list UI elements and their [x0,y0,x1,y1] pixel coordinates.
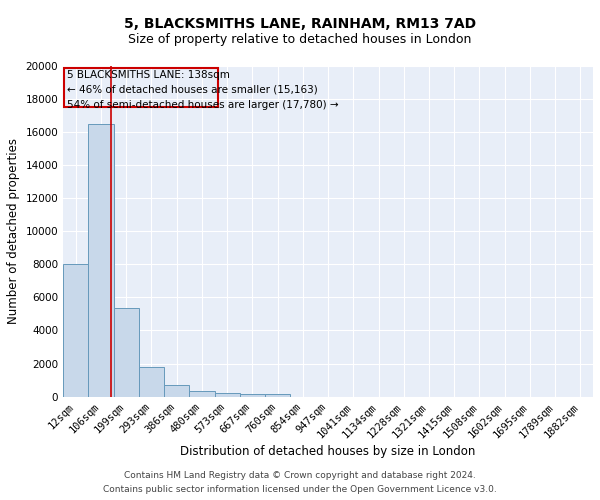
Y-axis label: Number of detached properties: Number of detached properties [7,138,20,324]
Bar [139,366,164,396]
Text: 5, BLACKSMITHS LANE, RAINHAM, RM13 7AD: 5, BLACKSMITHS LANE, RAINHAM, RM13 7AD [124,18,476,32]
Bar [189,390,215,396]
X-axis label: Distribution of detached houses by size in London: Distribution of detached houses by size … [181,445,476,458]
Bar [64,68,218,108]
Bar [215,393,240,396]
Text: Contains HM Land Registry data © Crown copyright and database right 2024.
Contai: Contains HM Land Registry data © Crown c… [103,472,497,494]
Text: 5 BLACKSMITHS LANE: 138sqm
← 46% of detached houses are smaller (15,163)
54% of : 5 BLACKSMITHS LANE: 138sqm ← 46% of deta… [67,70,339,110]
Bar [113,308,139,396]
Bar [164,386,189,396]
Bar [240,394,265,396]
Text: Size of property relative to detached houses in London: Size of property relative to detached ho… [128,32,472,46]
Bar [265,394,290,396]
Bar [88,124,113,396]
Bar [63,264,88,396]
